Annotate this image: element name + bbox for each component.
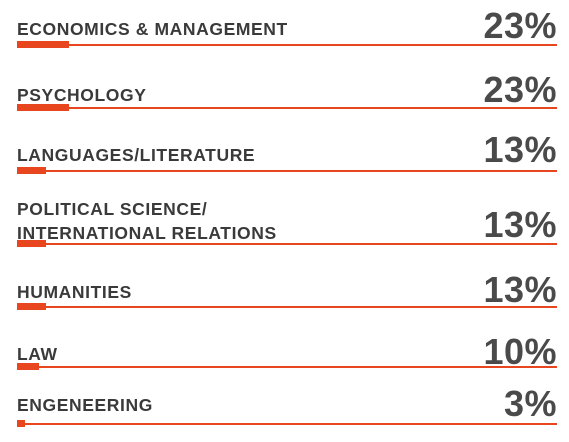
value-label: 3%	[503, 383, 557, 424]
bar-track	[17, 167, 557, 174]
bar-track	[17, 104, 557, 111]
category-label: POLITICAL SCIENCE/ INTERNATIONAL RELATIO…	[17, 199, 277, 243]
bar	[17, 363, 39, 370]
bar-track	[17, 41, 557, 48]
value-label: 13%	[483, 204, 557, 245]
bar	[17, 420, 25, 427]
value-label: 10%	[483, 331, 557, 372]
bar-track	[17, 363, 557, 370]
bar	[17, 240, 46, 247]
bar-track	[17, 303, 557, 310]
category-label: LAW	[17, 344, 58, 364]
bar	[17, 41, 69, 48]
value-label: 13%	[483, 269, 557, 310]
category-label: ENGENEERING	[17, 395, 153, 415]
bar-track	[17, 240, 557, 247]
value-label: 23%	[483, 5, 557, 46]
category-label: PSYCHOLOGY	[17, 85, 147, 105]
bar	[17, 167, 46, 174]
bar	[17, 303, 46, 310]
bar	[17, 104, 69, 111]
category-label: HUMANITIES	[17, 282, 132, 302]
value-label: 23%	[483, 69, 557, 110]
value-label: 13%	[483, 129, 557, 170]
category-label: LANGUAGES/LITERATURE	[17, 145, 256, 165]
bar-track	[17, 420, 557, 427]
category-label: ECONOMICS & MANAGEMENT	[17, 19, 288, 39]
